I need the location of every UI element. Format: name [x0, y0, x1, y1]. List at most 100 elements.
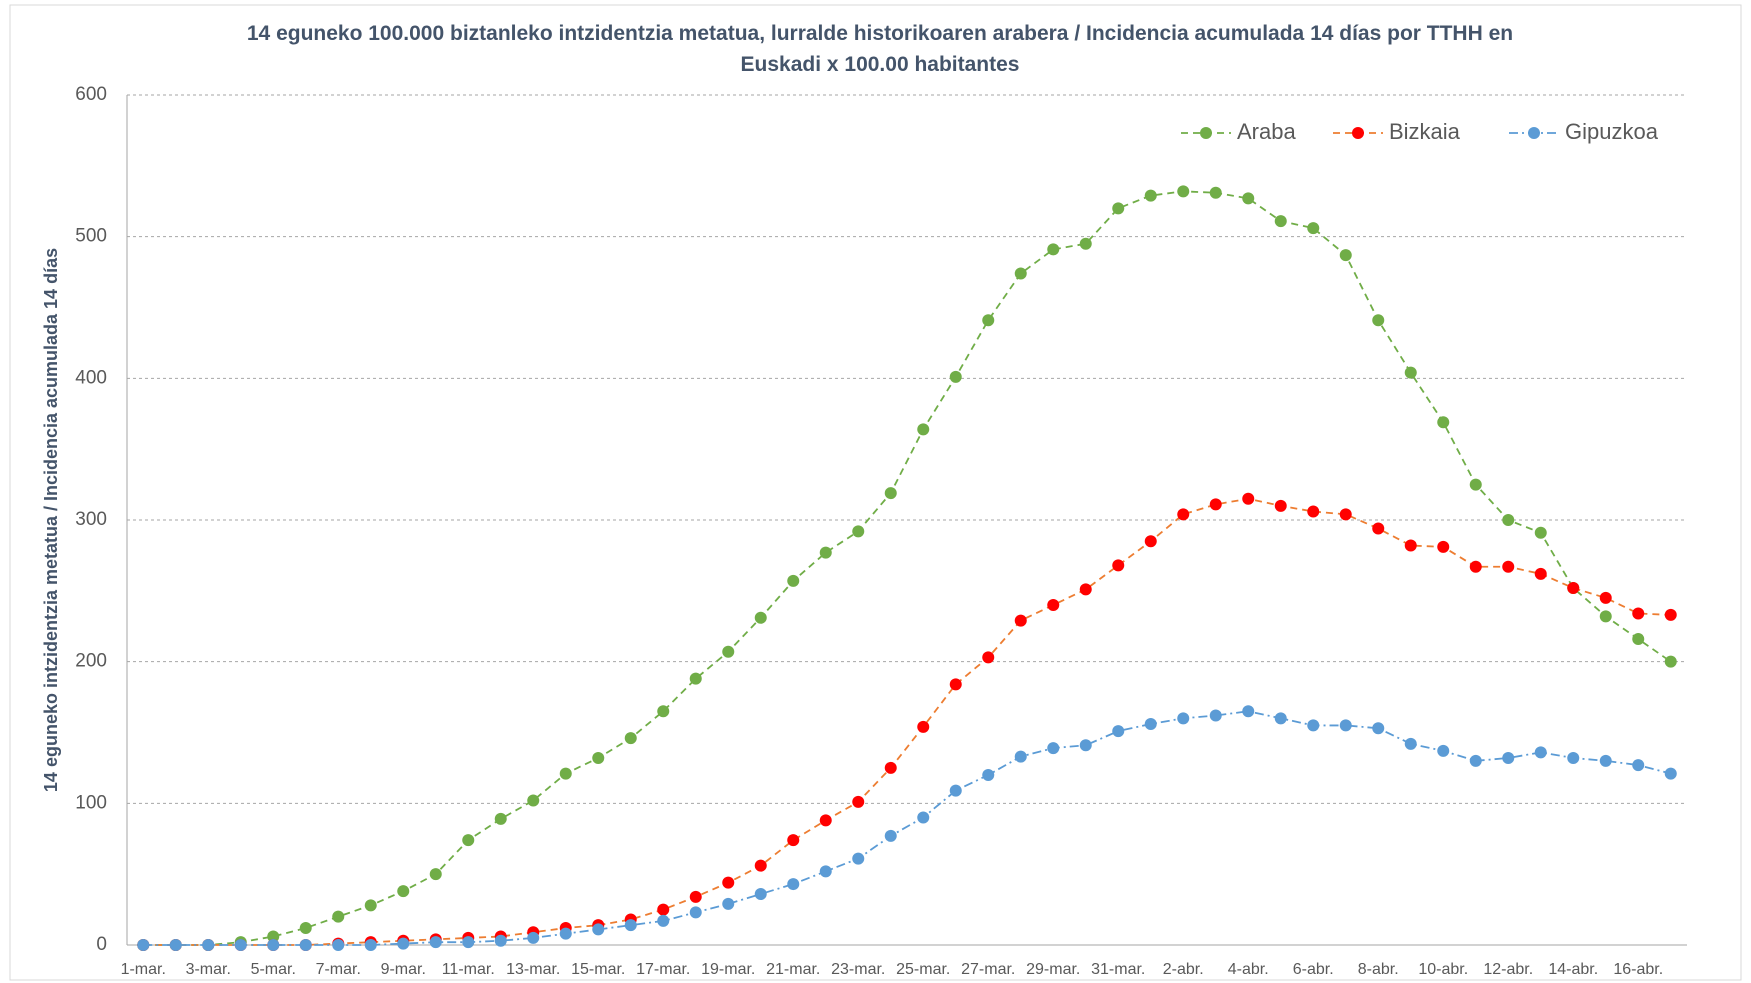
data-point: [169, 939, 182, 951]
data-point: [1047, 243, 1060, 256]
data-point: [1242, 192, 1255, 205]
data-point: [234, 939, 247, 951]
data-point: [1112, 202, 1125, 215]
data-point: [364, 899, 377, 912]
data-point: [917, 811, 930, 824]
data-point: [527, 931, 540, 944]
data-point: [982, 769, 995, 781]
data-point: [332, 910, 345, 923]
series-line: [143, 497, 1671, 946]
data-point: [852, 852, 865, 865]
x-tick-label: 19-mar.: [701, 961, 755, 978]
x-tick-label: 27-mar.: [961, 961, 1015, 978]
data-point: [559, 767, 572, 780]
data-point: [787, 878, 800, 891]
data-point: [1567, 752, 1580, 764]
data-point: [1177, 712, 1190, 725]
data-point: [884, 487, 897, 500]
data-point: [494, 812, 507, 825]
data-point: [1242, 705, 1255, 718]
data-point: [1209, 709, 1222, 722]
x-tick-label: 3-mar.: [186, 961, 231, 978]
data-point: [462, 834, 475, 847]
data-point: [1079, 739, 1092, 752]
y-tick-label: 500: [75, 226, 107, 247]
data-point: [787, 834, 800, 847]
data-point: [1242, 492, 1255, 505]
data-point: [1112, 559, 1125, 572]
data-point: [949, 784, 962, 797]
data-point: [1372, 522, 1385, 535]
x-tick-label: 25-mar.: [896, 961, 950, 978]
data-point: [1339, 719, 1352, 732]
data-point: [1209, 186, 1222, 199]
y-tick-label: 600: [75, 84, 107, 105]
data-point: [299, 922, 312, 934]
data-point: [1502, 560, 1515, 573]
data-point: [202, 939, 215, 951]
data-point: [722, 645, 735, 658]
data-point: [1014, 750, 1027, 763]
data-point: [1274, 712, 1287, 725]
data-point: [1534, 567, 1547, 580]
data-point: [982, 651, 995, 664]
data-point: [1144, 718, 1157, 730]
data-point: [1014, 614, 1027, 627]
data-point: [1144, 535, 1157, 548]
data-point: [1632, 607, 1645, 620]
x-tick-label: 8-abr.: [1358, 961, 1399, 978]
x-tick-label: 23-mar.: [831, 961, 885, 978]
legend-label: Araba: [1237, 119, 1296, 144]
data-point: [1112, 725, 1125, 738]
data-point: [1599, 591, 1612, 604]
x-tick-label: 6-abr.: [1293, 961, 1334, 978]
data-point: [819, 814, 832, 827]
data-point: [364, 939, 377, 951]
data-point: [1437, 416, 1450, 429]
data-point: [267, 930, 280, 943]
chart-border: [9, 4, 1742, 981]
data-point: [884, 761, 897, 774]
data-point: [1534, 746, 1547, 759]
x-tick-label: 15-mar.: [571, 961, 625, 978]
data-point: [657, 705, 670, 718]
data-point: [754, 611, 767, 624]
x-tick-label: 29-mar.: [1026, 961, 1080, 978]
data-point: [1534, 526, 1547, 539]
legend-marker: [1200, 127, 1212, 139]
data-point: [949, 678, 962, 691]
x-tick-label: 7-mar.: [316, 961, 361, 978]
data-point: [819, 546, 832, 559]
data-point: [917, 423, 930, 436]
data-point: [299, 939, 312, 951]
data-point: [722, 876, 735, 889]
data-point: [527, 794, 540, 807]
data-point: [494, 934, 507, 947]
data-point: [267, 939, 280, 951]
data-point: [1469, 754, 1482, 767]
x-tick-label: 14-abr.: [1548, 961, 1598, 978]
x-tick-label: 4-abr.: [1228, 961, 1269, 978]
data-point: [1339, 249, 1352, 262]
x-tick-label: 12-abr.: [1483, 961, 1533, 978]
data-point: [1177, 508, 1190, 521]
x-tick-label: 31-mar.: [1091, 961, 1145, 978]
data-point: [917, 720, 930, 733]
data-point: [1079, 583, 1092, 596]
legend-label: Bizkaia: [1389, 119, 1461, 144]
legend-label: Gipuzkoa: [1565, 119, 1659, 144]
data-point: [1469, 478, 1482, 491]
data-point: [884, 829, 897, 842]
data-point: [1599, 754, 1612, 767]
y-tick-label: 300: [75, 509, 107, 530]
data-point: [1664, 767, 1677, 780]
data-point: [1404, 366, 1417, 379]
data-point: [1502, 514, 1515, 526]
data-point: [1307, 719, 1320, 732]
data-point: [657, 914, 670, 927]
data-point: [462, 936, 475, 949]
data-point: [1274, 215, 1287, 228]
data-point: [689, 672, 702, 685]
